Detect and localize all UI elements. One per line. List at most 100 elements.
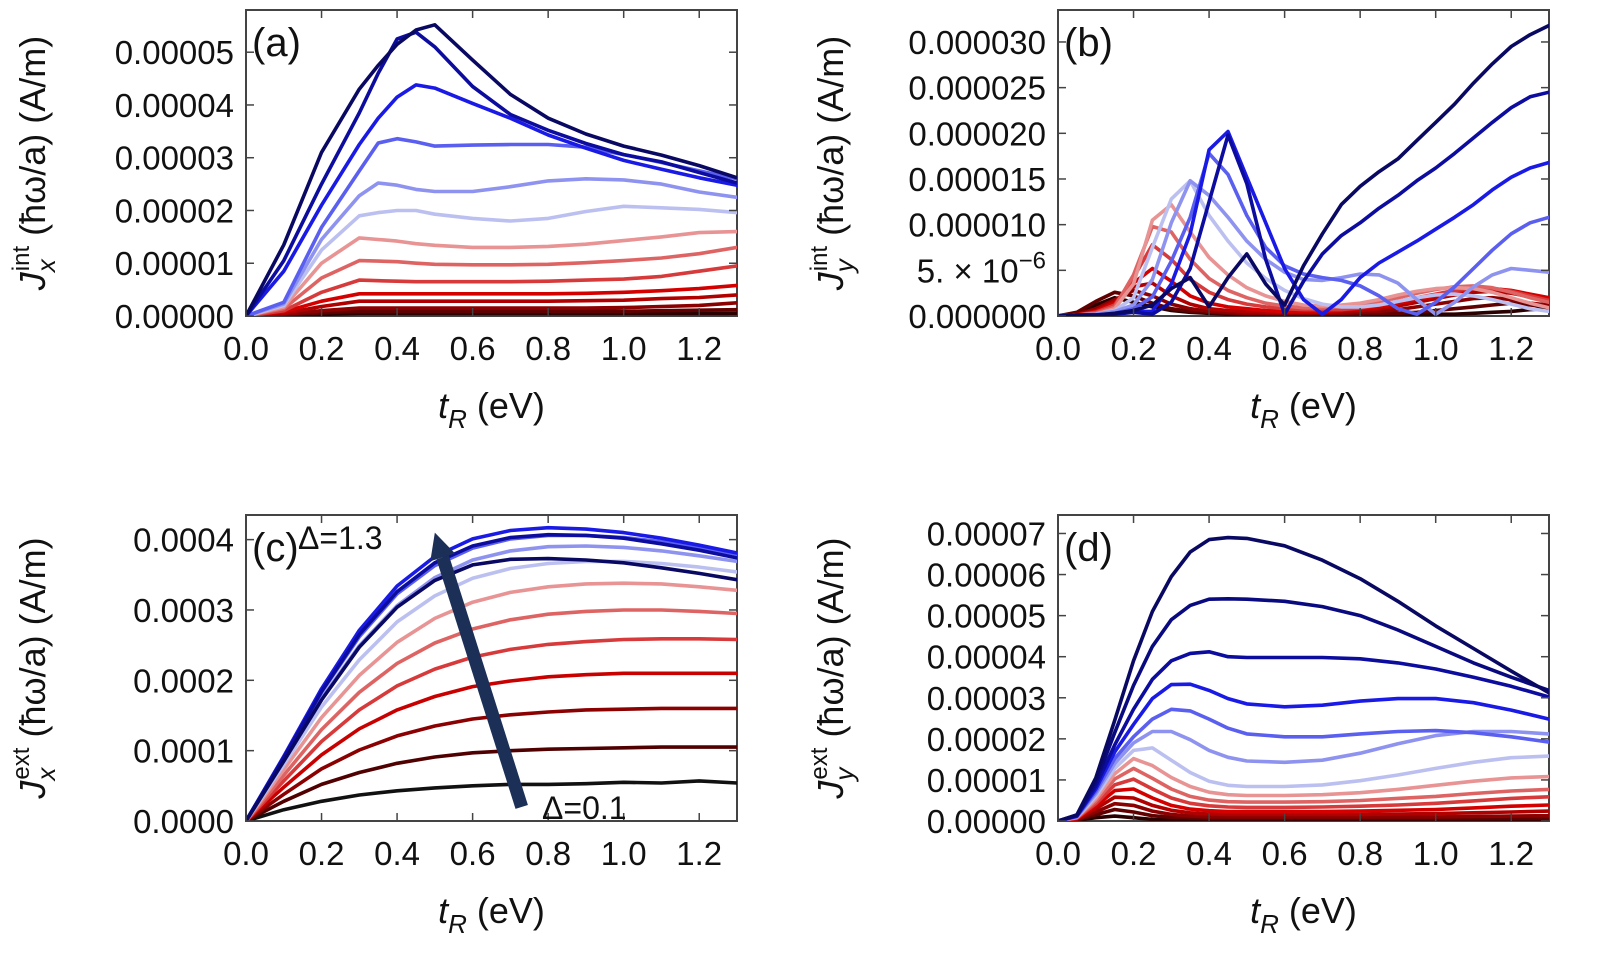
series-line-1 (246, 311, 737, 316)
x-tick-label: 0.8 (525, 835, 571, 872)
series-line-10 (1058, 729, 1549, 821)
x-axis-label: tR (eV) (438, 890, 545, 939)
series-line-8 (246, 559, 737, 821)
y-tick-label: 0.000010 (908, 207, 1046, 244)
series-line-7 (246, 581, 737, 821)
y-tick-label: 0.0004 (133, 522, 234, 559)
plot-frame (1057, 9, 1550, 317)
x-tick-label: 1.2 (1488, 835, 1534, 872)
series-line-7 (246, 245, 737, 316)
panel-label: (b) (1064, 21, 1113, 65)
x-tick-label: 0.2 (299, 330, 345, 367)
x-tick-label: 0.6 (1262, 330, 1308, 367)
panel-label: (d) (1064, 526, 1113, 570)
series-line-15 (1058, 535, 1549, 821)
series-line-4 (246, 293, 737, 316)
series-line-11 (1058, 151, 1549, 316)
y-tick-label: 0.000015 (908, 161, 1046, 198)
series-line-6 (246, 264, 737, 316)
x-tick-label: 0.2 (299, 835, 345, 872)
series-line-13 (246, 556, 737, 821)
series-line-13 (1058, 649, 1549, 821)
annotation-arrow-head (430, 532, 456, 562)
y-tick-label: 0.0003 (133, 592, 234, 629)
y-tick-label: 0.000020 (908, 115, 1046, 152)
x-axis-label: tR (eV) (1250, 385, 1357, 434)
panel-a: 0.0 0.2 0.4 0.6 0.8 1.0 1.2 0.00000 0.00001 0.000… (8, 9, 738, 434)
series-line-14 (1058, 23, 1549, 316)
series-line-6 (1058, 777, 1549, 821)
plot-frame (245, 514, 738, 822)
series-line-9 (1058, 746, 1549, 821)
x-tick-label: 0.0 (1035, 330, 1081, 367)
series-line-3 (246, 300, 737, 316)
y-tick-label: 0.00001 (115, 245, 234, 282)
x-tick-label: 0.0 (223, 330, 269, 367)
series-line-10 (246, 177, 737, 316)
x-tick-label: 1.2 (676, 330, 722, 367)
series-line-5 (246, 636, 737, 821)
y-tick-label: 0.00001 (927, 762, 1046, 799)
x-tick-label: 0.6 (1262, 835, 1308, 872)
y-tick-label: 0.00005 (115, 34, 234, 71)
series-line-7 (1058, 766, 1549, 821)
x-tick-label: 0.8 (525, 330, 571, 367)
x-axis-label: tR (eV) (438, 385, 545, 434)
x-tick-label: 0.0 (223, 835, 269, 872)
y-tick-label: 0.00003 (927, 680, 1046, 717)
annotation-arrow-shaft (436, 555, 528, 809)
y-tick-label: 0.0001 (133, 733, 234, 770)
y-tick-label: 5. × 10−6 (917, 247, 1046, 289)
series-line-5 (246, 283, 737, 316)
panel-label: (a) (252, 21, 301, 65)
x-tick-label: 0.4 (1186, 835, 1232, 872)
plot-frame (245, 9, 738, 317)
series-line-12 (246, 83, 737, 316)
series-line-5 (1058, 787, 1549, 821)
x-tick-label: 1.2 (676, 835, 722, 872)
series-line-2 (246, 307, 737, 316)
x-axis-label: tR (eV) (1250, 890, 1357, 939)
x-tick-label: 0.8 (1337, 330, 1383, 367)
x-tick-label: 0.0 (1035, 835, 1081, 872)
series-line-2 (246, 745, 737, 821)
x-tick-label: 0.6 (450, 330, 496, 367)
series-line-8 (1058, 756, 1549, 821)
series-line-4 (246, 671, 737, 821)
panel-c: 0.0 0.2 0.4 0.6 0.8 1.0 1.2 0.0000 0.0001 0.0002 0… (8, 514, 738, 939)
y-tick-label: 0.00002 (115, 192, 234, 229)
series-line-13 (1058, 90, 1549, 316)
y-tick-label: 0.00005 (927, 598, 1046, 635)
panel-label: (c) (252, 526, 299, 570)
series-line-9 (246, 204, 737, 316)
x-tick-label: 0.8 (1337, 835, 1383, 872)
x-tick-label: 1.0 (601, 835, 647, 872)
y-tick-label: 0.00000 (927, 803, 1046, 840)
y-axis-label: Jyext (ħω/a) (A/m) (806, 537, 859, 799)
series-line-10 (246, 533, 737, 821)
x-tick-label: 0.6 (450, 835, 496, 872)
annotation-delta-min: Δ=0.1 (542, 790, 627, 826)
series-group (246, 525, 737, 821)
series-line-8 (246, 229, 737, 316)
annotation-delta-max: Δ=1.3 (298, 520, 383, 556)
y-tick-label: 0.00006 (927, 557, 1046, 594)
series-line-12 (246, 532, 737, 821)
y-axis-label: Jyint (ħω/a) (A/m) (806, 36, 859, 291)
series-line-1 (246, 779, 737, 821)
y-tick-label: 0.0002 (133, 662, 234, 699)
series-line-14 (1058, 596, 1549, 821)
y-tick-label: 0.00007 (927, 515, 1046, 552)
series-line-11 (1058, 707, 1549, 821)
y-tick-label: 0.000025 (908, 70, 1046, 107)
series-line-12 (1058, 682, 1549, 821)
series-line-8 (1058, 202, 1549, 316)
x-tick-label: 0.4 (374, 330, 420, 367)
x-tick-label: 0.4 (1186, 330, 1232, 367)
x-tick-label: 0.2 (1111, 330, 1157, 367)
x-tick-label: 0.2 (1111, 835, 1157, 872)
series-group (246, 22, 737, 316)
x-tick-label: 0.4 (374, 835, 420, 872)
